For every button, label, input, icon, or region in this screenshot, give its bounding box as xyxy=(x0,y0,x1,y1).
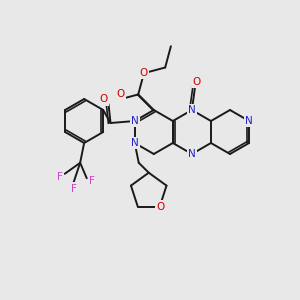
Text: O: O xyxy=(116,89,124,99)
Text: O: O xyxy=(140,68,148,78)
Text: F: F xyxy=(89,176,95,186)
Text: F: F xyxy=(57,172,63,182)
Text: F: F xyxy=(70,184,76,194)
Text: O: O xyxy=(157,202,165,212)
Text: O: O xyxy=(193,77,201,87)
Text: N: N xyxy=(188,149,196,159)
Text: N: N xyxy=(245,116,253,126)
Text: N: N xyxy=(188,105,196,115)
Text: N: N xyxy=(131,138,139,148)
Text: O: O xyxy=(99,94,108,104)
Text: N: N xyxy=(131,116,139,126)
